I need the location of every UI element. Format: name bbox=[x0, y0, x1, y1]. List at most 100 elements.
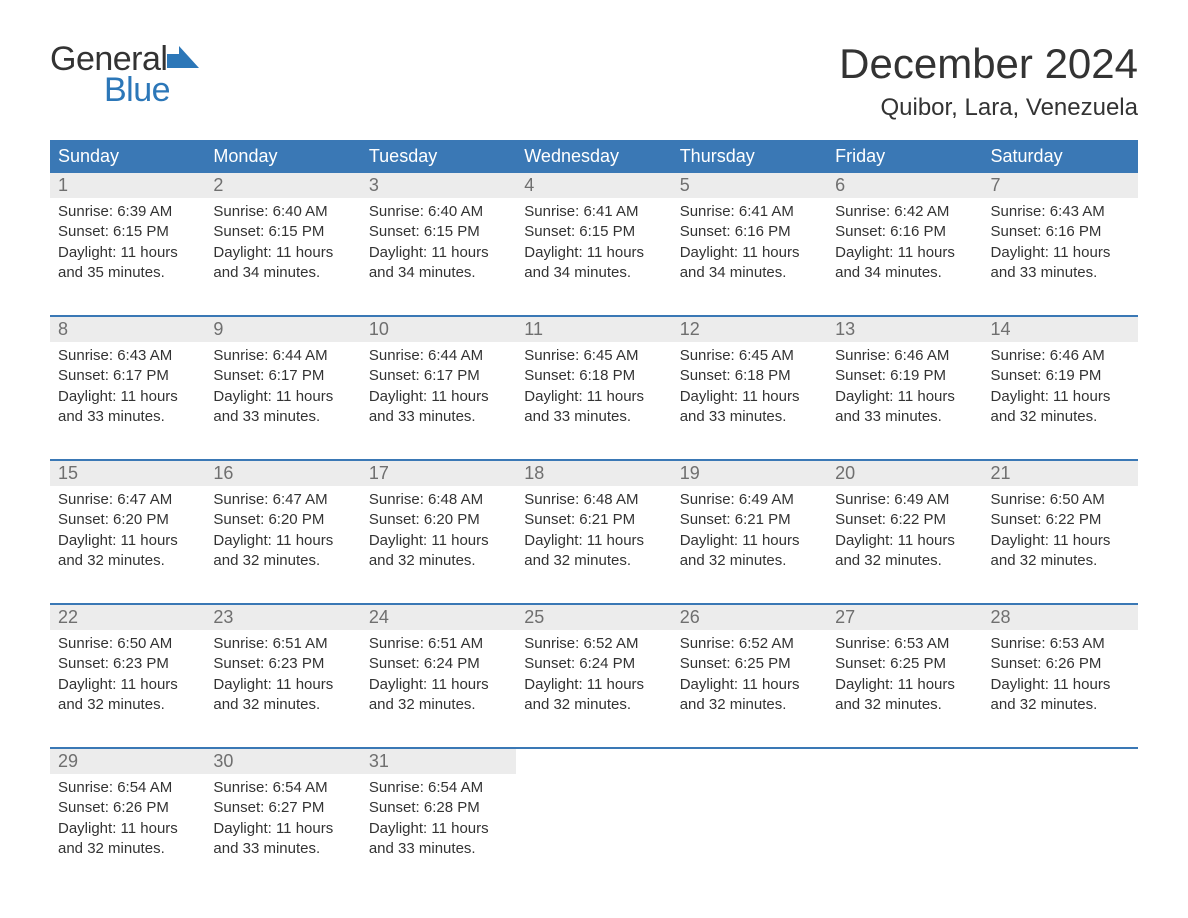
day-number-row: 20 bbox=[827, 461, 982, 486]
sunset-line: Sunset: 6:15 PM bbox=[369, 222, 508, 242]
daylight-line-1: Daylight: 11 hours bbox=[213, 675, 352, 695]
day-body: Sunrise: 6:51 AMSunset: 6:24 PMDaylight:… bbox=[361, 630, 516, 721]
week-row: 22Sunrise: 6:50 AMSunset: 6:23 PMDayligh… bbox=[50, 603, 1138, 721]
day-body: Sunrise: 6:49 AMSunset: 6:22 PMDaylight:… bbox=[827, 486, 982, 577]
day-number: 19 bbox=[680, 463, 700, 483]
daylight-line-1: Daylight: 11 hours bbox=[58, 531, 197, 551]
day-number-row: 3 bbox=[361, 173, 516, 198]
day-label-sunday: Sunday bbox=[50, 140, 205, 173]
day-body: Sunrise: 6:47 AMSunset: 6:20 PMDaylight:… bbox=[50, 486, 205, 577]
daylight-line-2: and 35 minutes. bbox=[58, 263, 197, 283]
day-number-row: 12 bbox=[672, 317, 827, 342]
day-cell: 24 Sunrise: 6:51 AMSunset: 6:24 PMDayligh… bbox=[361, 605, 516, 721]
day-number: 13 bbox=[835, 319, 855, 339]
day-cell: 20Sunrise: 6:49 AMSunset: 6:22 PMDayligh… bbox=[827, 461, 982, 577]
sunrise-line: Sunrise: 6:45 AM bbox=[680, 346, 819, 366]
daylight-line-1: Daylight: 11 hours bbox=[213, 819, 352, 839]
daylight-line-1: Daylight: 11 hours bbox=[524, 243, 663, 263]
day-number-row: 8 bbox=[50, 317, 205, 342]
sunset-line: Sunset: 6:23 PM bbox=[213, 654, 352, 674]
day-body: Sunrise: 6:48 AMSunset: 6:21 PMDaylight:… bbox=[516, 486, 671, 577]
daylight-line-1: Daylight: 11 hours bbox=[58, 819, 197, 839]
daylight-line-1: Daylight: 11 hours bbox=[835, 531, 974, 551]
day-body: Sunrise: 6:41 AMSunset: 6:16 PMDaylight:… bbox=[672, 198, 827, 289]
day-number-row: 13 bbox=[827, 317, 982, 342]
sunrise-line: Sunrise: 6:53 AM bbox=[991, 634, 1130, 654]
day-number: 25 bbox=[524, 607, 544, 627]
day-number-row: 26 bbox=[672, 605, 827, 630]
sunrise-line: Sunrise: 6:49 AM bbox=[680, 490, 819, 510]
daylight-line-1: Daylight: 11 hours bbox=[213, 243, 352, 263]
daylight-line-2: and 34 minutes. bbox=[680, 263, 819, 283]
day-number: 12 bbox=[680, 319, 700, 339]
day-body: Sunrise: 6:46 AMSunset: 6:19 PMDaylight:… bbox=[827, 342, 982, 433]
daylight-line-2: and 33 minutes. bbox=[991, 263, 1130, 283]
day-body: Sunrise: 6:43 AMSunset: 6:16 PMDaylight:… bbox=[983, 198, 1138, 289]
sunrise-line: Sunrise: 6:47 AM bbox=[213, 490, 352, 510]
day-cell bbox=[672, 749, 827, 865]
daylight-line-2: and 34 minutes. bbox=[213, 263, 352, 283]
daylight-line-2: and 33 minutes. bbox=[369, 407, 508, 427]
day-number-row: 10 bbox=[361, 317, 516, 342]
daylight-line-1: Daylight: 11 hours bbox=[680, 531, 819, 551]
daylight-line-1: Daylight: 11 hours bbox=[991, 675, 1130, 695]
daylight-line-2: and 33 minutes. bbox=[213, 839, 352, 859]
daylight-line-1: Daylight: 11 hours bbox=[58, 243, 197, 263]
daylight-line-1: Daylight: 11 hours bbox=[835, 243, 974, 263]
day-cell: 27Sunrise: 6:53 AMSunset: 6:25 PMDayligh… bbox=[827, 605, 982, 721]
day-number: 10 bbox=[369, 319, 389, 339]
sunset-line: Sunset: 6:19 PM bbox=[991, 366, 1130, 386]
sunset-line: Sunset: 6:21 PM bbox=[524, 510, 663, 530]
daylight-line-2: and 32 minutes. bbox=[369, 695, 508, 715]
day-body: Sunrise: 6:52 AMSunset: 6:24 PMDaylight:… bbox=[516, 630, 671, 721]
sunrise-line: Sunrise: 6:54 AM bbox=[213, 778, 352, 798]
day-number: 15 bbox=[58, 463, 78, 483]
day-cell: 30Sunrise: 6:54 AMSunset: 6:27 PMDayligh… bbox=[205, 749, 360, 865]
sunrise-line: Sunrise: 6:50 AM bbox=[991, 490, 1130, 510]
day-cell: 21Sunrise: 6:50 AMSunset: 6:22 PMDayligh… bbox=[983, 461, 1138, 577]
sunset-line: Sunset: 6:21 PM bbox=[680, 510, 819, 530]
day-number: 18 bbox=[524, 463, 544, 483]
day-number-row: 17 bbox=[361, 461, 516, 486]
daylight-line-2: and 33 minutes. bbox=[213, 407, 352, 427]
day-cell: 31Sunrise: 6:54 AMSunset: 6:28 PMDayligh… bbox=[361, 749, 516, 865]
day-cell: 9Sunrise: 6:44 AMSunset: 6:17 PMDaylight… bbox=[205, 317, 360, 433]
sunset-line: Sunset: 6:25 PM bbox=[680, 654, 819, 674]
sunset-line: Sunset: 6:17 PM bbox=[58, 366, 197, 386]
day-number-row: 2 bbox=[205, 173, 360, 198]
day-label-wednesday: Wednesday bbox=[516, 140, 671, 173]
day-number: 7 bbox=[991, 175, 1001, 195]
sunset-line: Sunset: 6:22 PM bbox=[835, 510, 974, 530]
day-number-row: 27 bbox=[827, 605, 982, 630]
sunrise-line: Sunrise: 6:48 AM bbox=[369, 490, 508, 510]
day-body: Sunrise: 6:43 AMSunset: 6:17 PMDaylight:… bbox=[50, 342, 205, 433]
day-number: 31 bbox=[369, 751, 389, 771]
sunrise-line: Sunrise: 6:43 AM bbox=[991, 202, 1130, 222]
day-number: 14 bbox=[991, 319, 1011, 339]
day-cell: 26Sunrise: 6:52 AMSunset: 6:25 PMDayligh… bbox=[672, 605, 827, 721]
day-number-row: 22 bbox=[50, 605, 205, 630]
logo-text-blue: Blue bbox=[104, 71, 199, 110]
day-body: Sunrise: 6:54 AMSunset: 6:26 PMDaylight:… bbox=[50, 774, 205, 865]
sunrise-line: Sunrise: 6:48 AM bbox=[524, 490, 663, 510]
day-cell: 23Sunrise: 6:51 AMSunset: 6:23 PMDayligh… bbox=[205, 605, 360, 721]
month-title: December 2024 bbox=[839, 40, 1138, 88]
day-number-row: 19 bbox=[672, 461, 827, 486]
day-number: 24 bbox=[369, 607, 389, 627]
sunrise-line: Sunrise: 6:42 AM bbox=[835, 202, 974, 222]
day-body: Sunrise: 6:54 AMSunset: 6:27 PMDaylight:… bbox=[205, 774, 360, 865]
day-number-row: 7 bbox=[983, 173, 1138, 198]
day-body: Sunrise: 6:51 AMSunset: 6:23 PMDaylight:… bbox=[205, 630, 360, 721]
day-number: 29 bbox=[58, 751, 78, 771]
calendar: Sunday Monday Tuesday Wednesday Thursday… bbox=[50, 140, 1138, 865]
day-number: 27 bbox=[835, 607, 855, 627]
sunrise-line: Sunrise: 6:40 AM bbox=[369, 202, 508, 222]
daylight-line-2: and 32 minutes. bbox=[991, 551, 1130, 571]
day-cell bbox=[516, 749, 671, 865]
day-cell: 29 Sunrise: 6:54 AMSunset: 6:26 PMDayligh… bbox=[50, 749, 205, 865]
sunset-line: Sunset: 6:24 PM bbox=[524, 654, 663, 674]
sunset-line: Sunset: 6:15 PM bbox=[213, 222, 352, 242]
sunset-line: Sunset: 6:25 PM bbox=[835, 654, 974, 674]
day-body: Sunrise: 6:48 AMSunset: 6:20 PMDaylight:… bbox=[361, 486, 516, 577]
daylight-line-2: and 34 minutes. bbox=[524, 263, 663, 283]
